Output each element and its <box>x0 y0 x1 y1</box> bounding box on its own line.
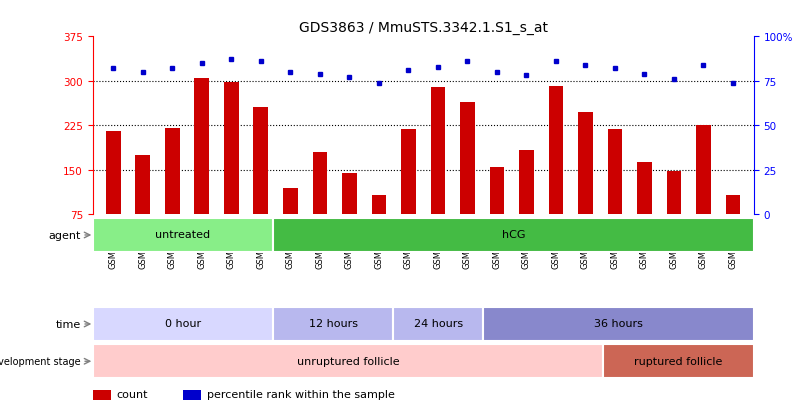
Text: agent: agent <box>48 230 81 240</box>
Bar <box>608 130 622 215</box>
Bar <box>696 126 711 215</box>
Bar <box>519 151 534 215</box>
Text: 36 hours: 36 hours <box>594 318 643 328</box>
Text: count: count <box>117 389 148 399</box>
Bar <box>93 307 273 341</box>
Bar <box>93 344 604 378</box>
Bar <box>430 88 445 215</box>
Text: percentile rank within the sample: percentile rank within the sample <box>207 389 395 399</box>
Bar <box>372 195 386 215</box>
Bar <box>460 102 475 215</box>
Bar <box>273 307 393 341</box>
Text: 24 hours: 24 hours <box>413 318 463 328</box>
Bar <box>578 112 592 215</box>
Bar <box>342 173 357 215</box>
Bar <box>393 307 484 341</box>
Bar <box>313 152 327 215</box>
Text: ruptured follicle: ruptured follicle <box>634 356 723 366</box>
Text: development stage: development stage <box>0 356 81 366</box>
Bar <box>484 307 754 341</box>
Bar <box>604 344 754 378</box>
Bar <box>106 132 121 215</box>
Bar <box>183 390 201 400</box>
Text: hCG: hCG <box>501 230 525 240</box>
Bar <box>549 86 563 215</box>
Title: GDS3863 / MmuSTS.3342.1.S1_s_at: GDS3863 / MmuSTS.3342.1.S1_s_at <box>299 21 547 35</box>
Bar <box>273 219 754 252</box>
Text: untreated: untreated <box>156 230 210 240</box>
Bar <box>93 219 273 252</box>
Bar <box>667 171 681 215</box>
Bar <box>135 156 150 215</box>
Text: unruptured follicle: unruptured follicle <box>297 356 399 366</box>
Bar <box>254 108 268 215</box>
Bar <box>725 195 741 215</box>
Bar <box>283 188 297 215</box>
Text: 0 hour: 0 hour <box>164 318 201 328</box>
Bar <box>489 167 505 215</box>
Text: 12 hours: 12 hours <box>309 318 358 328</box>
Bar <box>637 163 652 215</box>
Text: time: time <box>56 319 81 329</box>
Bar <box>401 130 416 215</box>
Bar <box>165 129 180 215</box>
Bar <box>224 83 239 215</box>
Bar <box>93 390 110 400</box>
Bar <box>194 78 210 215</box>
